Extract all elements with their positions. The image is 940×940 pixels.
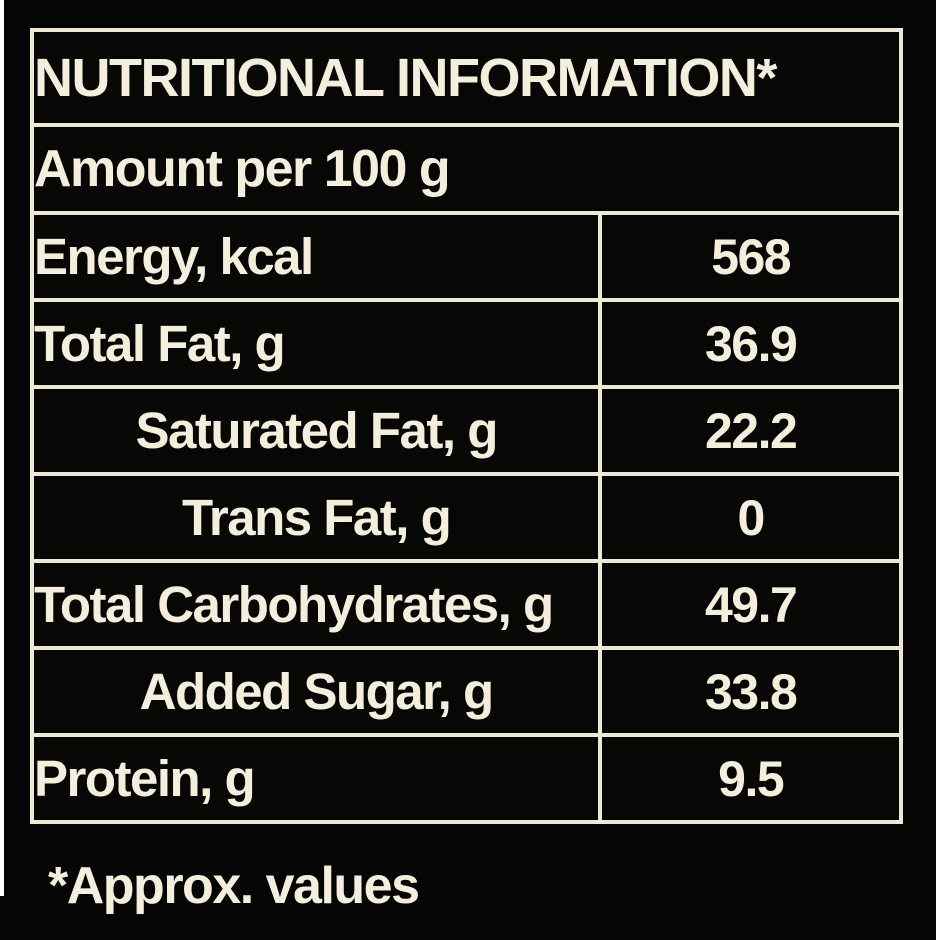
nutrient-label-sub: Added Sugar, g xyxy=(29,646,603,737)
nutrient-label: Total Carbohydrates, g xyxy=(29,559,603,650)
nutrient-label: Energy, kcal xyxy=(29,211,603,302)
approx-values-footnote: *Approx. values xyxy=(48,857,420,915)
left-edge-strip xyxy=(0,0,4,896)
table-row: Energy, kcal 568 xyxy=(29,211,903,302)
right-edge-strip xyxy=(936,0,940,940)
serving-basis: Amount per 100 g xyxy=(30,123,903,215)
nutrient-value: 0 xyxy=(598,472,903,563)
nutrient-label-sub: Saturated Fat, g xyxy=(29,385,603,476)
table-row: Total Carbohydrates, g 49.7 xyxy=(29,559,903,650)
nutrient-value: 36.9 xyxy=(598,298,903,389)
serving-basis-row: Amount per 100 g xyxy=(30,123,903,215)
table-row: Total Fat, g 36.9 xyxy=(29,298,903,389)
table-row: Added Sugar, g 33.8 xyxy=(29,646,903,737)
nutrient-value: 33.8 xyxy=(598,646,903,737)
title-row: NUTRITIONAL INFORMATION* xyxy=(30,28,903,127)
nutrient-value: 568 xyxy=(598,211,903,302)
nutrient-label: Protein, g xyxy=(29,733,603,824)
nutrient-value: 22.2 xyxy=(598,385,903,476)
nutrient-value: 9.5 xyxy=(598,733,903,824)
nutrient-label: Total Fat, g xyxy=(29,298,603,389)
table-row: Trans Fat, g 0 xyxy=(29,472,903,563)
table-title: NUTRITIONAL INFORMATION* xyxy=(30,28,903,127)
table-row: Protein, g 9.5 xyxy=(29,733,903,824)
table-row: Saturated Fat, g 22.2 xyxy=(29,385,903,476)
nutrient-value: 49.7 xyxy=(598,559,903,650)
nutrition-table: NUTRITIONAL INFORMATION* Amount per 100 … xyxy=(29,28,903,824)
nutrient-label-sub: Trans Fat, g xyxy=(29,472,603,563)
